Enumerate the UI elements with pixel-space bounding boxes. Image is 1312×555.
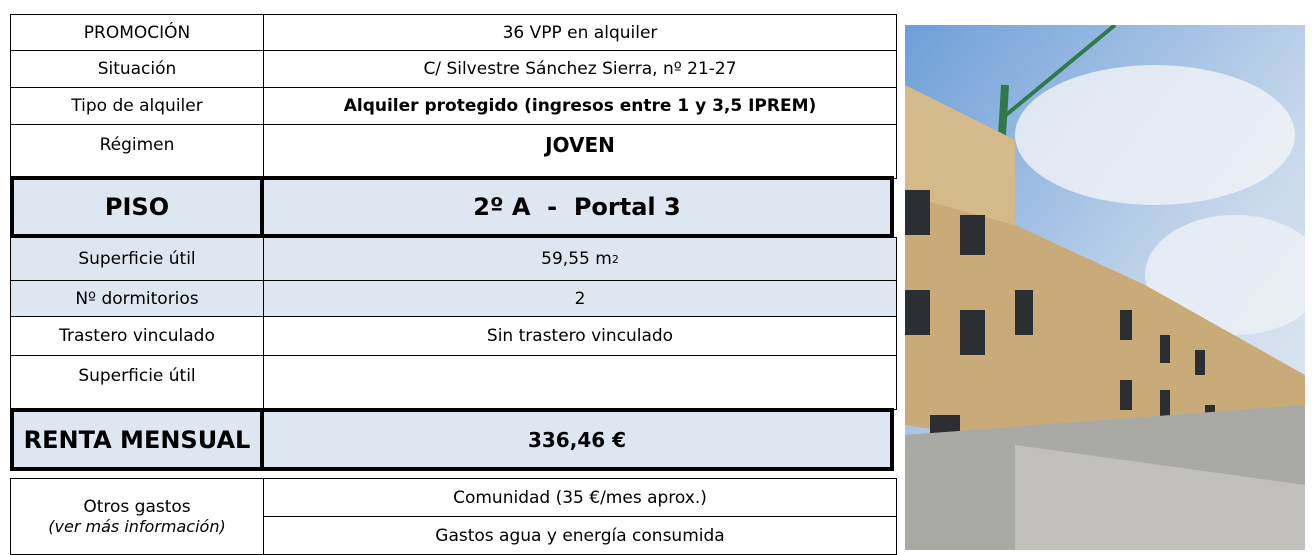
value-cell: 2: [263, 280, 897, 317]
value-cell: JOVEN: [263, 124, 897, 179]
label-cell: Régimen: [10, 124, 264, 179]
value-cell: 336,46 €: [260, 408, 894, 471]
label-cell: Tipo de alquiler: [10, 87, 264, 125]
label-cell: Superficie útil: [10, 355, 264, 410]
label-cell: Trastero vinculado: [10, 316, 264, 356]
value-cell: 2º A - Portal 3: [260, 176, 894, 238]
superscript: 2: [611, 252, 619, 266]
value-cell: Gastos agua y energía consumida: [263, 516, 897, 555]
note-text: (ver más información): [48, 517, 226, 536]
label-cell: Situación: [10, 50, 264, 88]
label-cell: Nº dormitorios: [10, 280, 264, 317]
label-cell: RENTA MENSUAL: [10, 408, 264, 471]
label-cell: Superficie útil: [10, 237, 264, 281]
value-cell: 36 VPP en alquiler: [263, 14, 897, 51]
value-text: 59,55 m: [541, 249, 612, 269]
label-text: Otros gastos: [83, 497, 191, 517]
label-cell: PISO: [10, 176, 264, 238]
building-photo: [905, 25, 1305, 550]
label-cell: PROMOCIÓN: [10, 14, 264, 51]
value-cell: C/ Silvestre Sánchez Sierra, nº 21-27: [263, 50, 897, 88]
value-cell: Alquiler protegido (ingresos entre 1 y 3…: [263, 87, 897, 125]
value-cell: Comunidad (35 €/mes aprox.): [263, 478, 897, 517]
label-cell: Otros gastos (ver más información): [10, 478, 264, 555]
value-cell: [263, 355, 897, 410]
value-cell: Sin trastero vinculado: [263, 316, 897, 356]
